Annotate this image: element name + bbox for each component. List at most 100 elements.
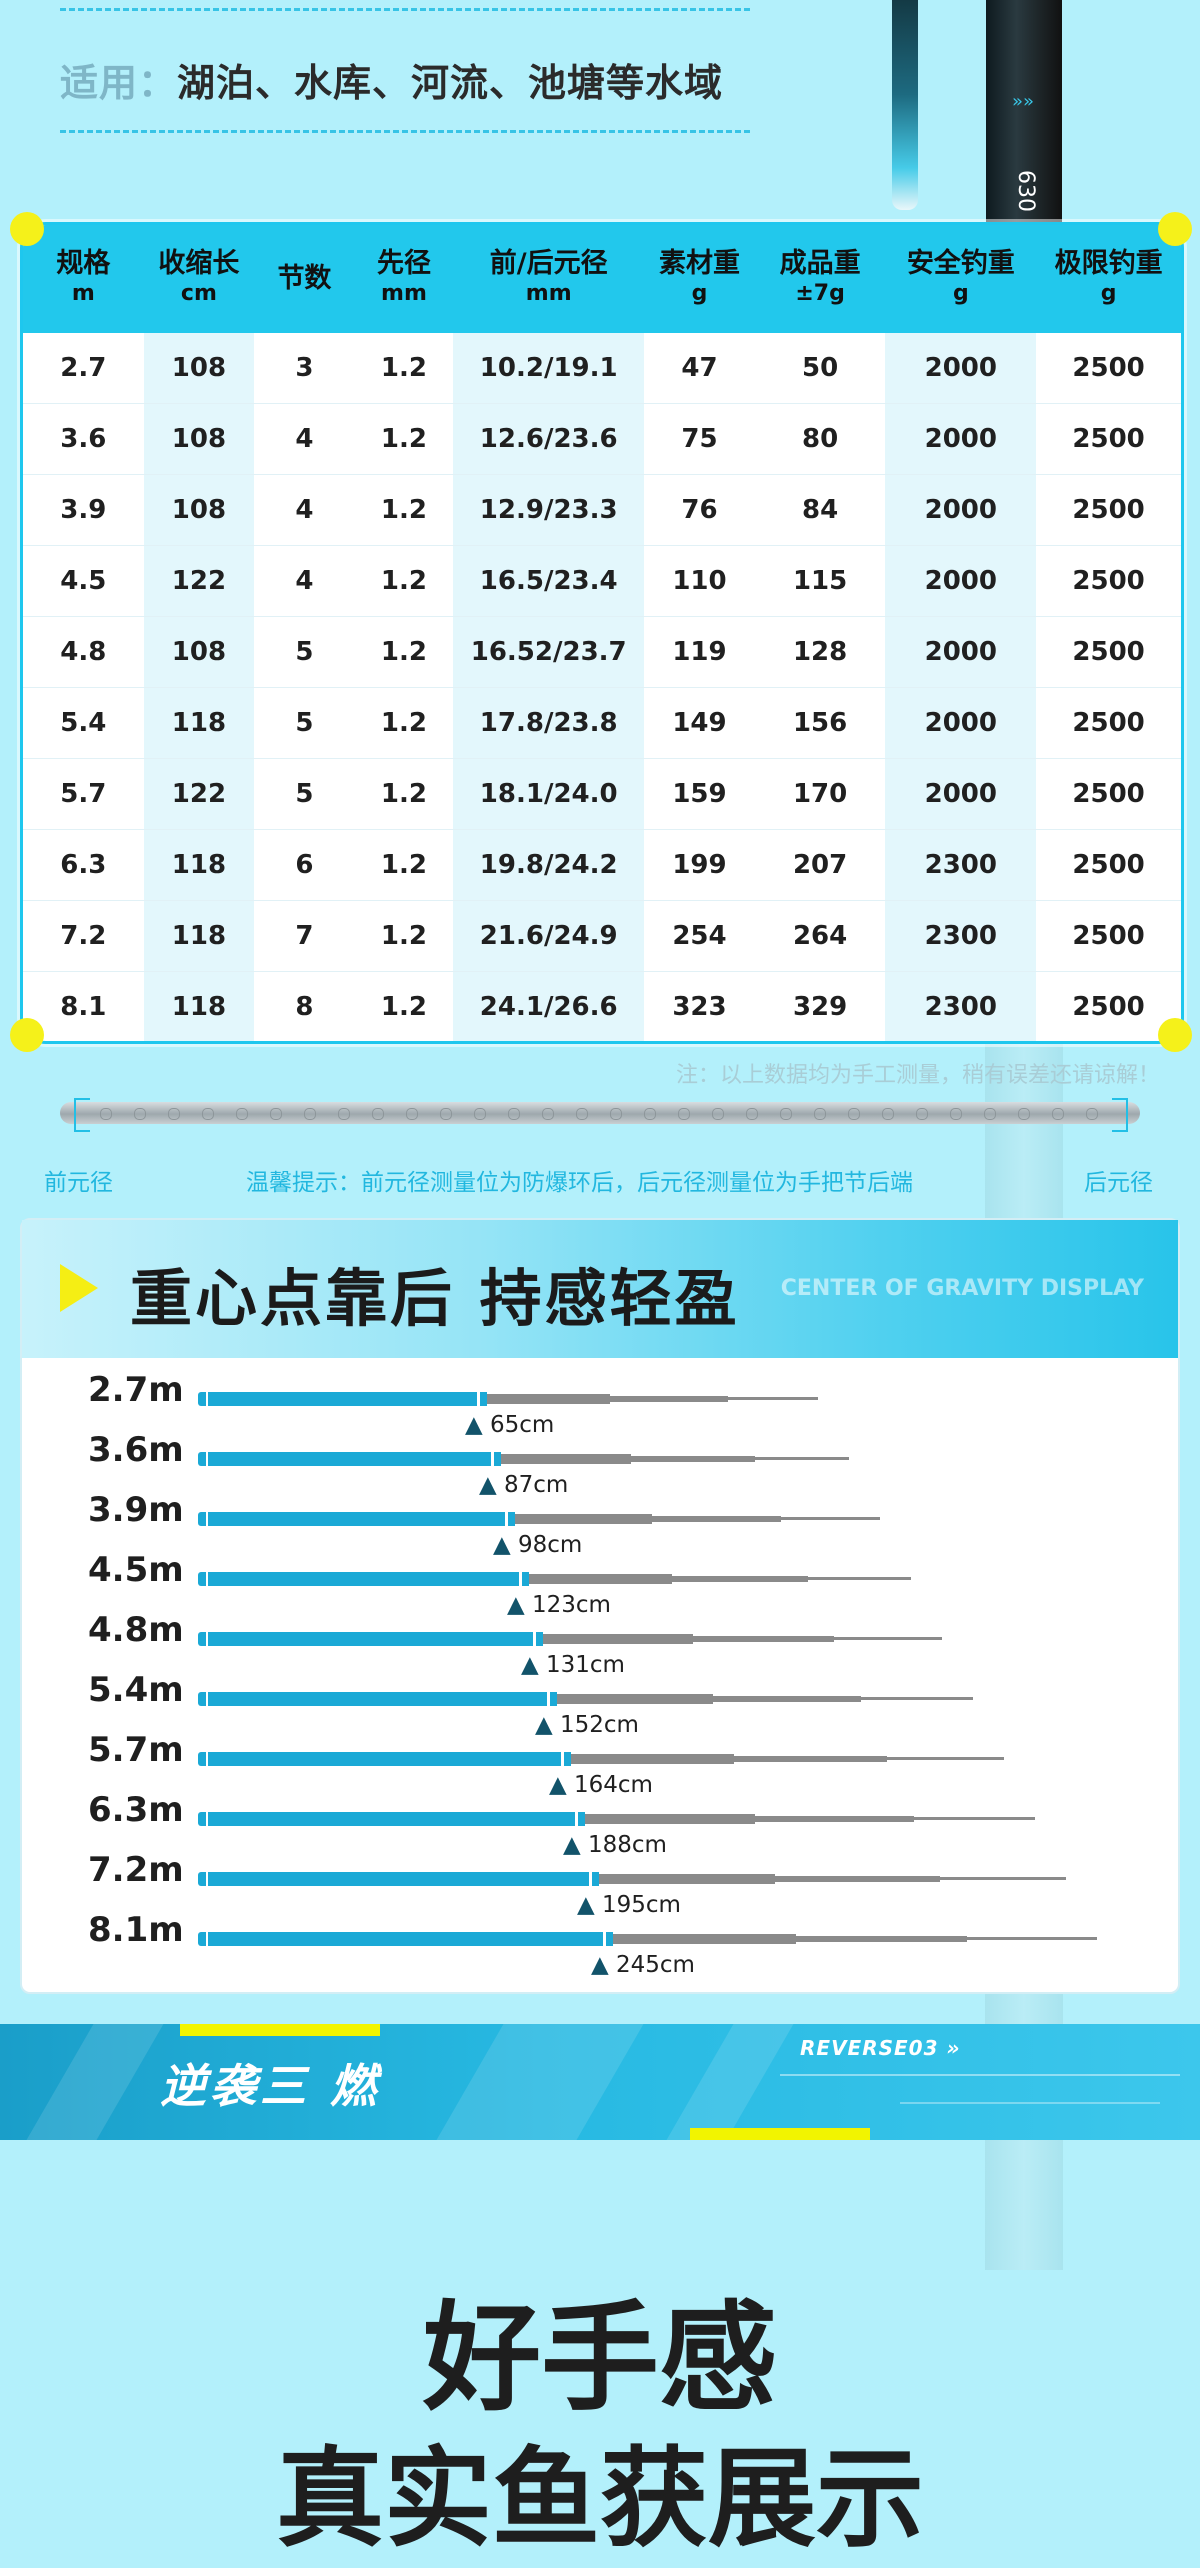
table-cell: 1.2 <box>380 992 427 1022</box>
table-cell: 3.9 <box>23 474 144 546</box>
headline-secondary: 真实鱼获展示 <box>275 2437 924 2562</box>
rod-length-label: 5.7m <box>88 1730 184 1770</box>
gravity-point-mark <box>505 1510 508 1528</box>
table-cell: 12.9/23.3 <box>453 474 645 546</box>
rod-tip-segment <box>713 1696 861 1702</box>
measurement-note: 注：以上数据均为手工测量，稍有误差还请谅解！ <box>675 1063 1160 1088</box>
rod-tip-image <box>892 0 918 210</box>
rod-segment-mark <box>1086 1108 1098 1120</box>
rod-diagram <box>60 1102 1140 1124</box>
gravity-point-mark <box>561 1750 564 1768</box>
gravity-row: 4.5m ▲ 123cm <box>22 1550 1178 1618</box>
table-cell: 329 <box>792 992 848 1022</box>
triangle-up-icon: ▲ <box>479 1472 504 1498</box>
table-row: 7.2 118 7 1.2 21.6/24.9 254 264 2300 2500 <box>23 900 1181 972</box>
rod-segment-mark <box>304 1108 316 1120</box>
table-cell: 1.2 <box>354 900 454 972</box>
table-cell: 2500 <box>1036 616 1181 688</box>
table-cell: 3 <box>254 333 355 404</box>
gravity-point-label: ▲ 131cm <box>521 1652 625 1678</box>
table-cell: 24.1/26.6 <box>453 971 645 1041</box>
rod-length-label: 8.1m <box>88 1910 184 1950</box>
table-cell: 118 <box>143 829 255 901</box>
table-cell: 76 <box>644 474 755 546</box>
gravity-point-label: ▲ 87cm <box>479 1472 568 1498</box>
gravity-point-mark <box>519 1570 522 1588</box>
gravity-point-mark <box>603 1930 606 1948</box>
rod-segment-mark <box>746 1108 758 1120</box>
table-cell: 2500 <box>1036 474 1181 546</box>
rod-tip-segment <box>692 1636 835 1642</box>
rod-segment-mark <box>202 1108 214 1120</box>
table-cell: 2000 <box>885 758 1037 830</box>
rod-segment-mark <box>848 1108 860 1120</box>
rod-tip-segment <box>529 1574 673 1584</box>
series-label: REVERSE03 » <box>800 2036 961 2060</box>
rod-segment-mark <box>406 1108 418 1120</box>
column-header-name: 收缩长 <box>158 248 240 279</box>
table-cell: 2500 <box>1036 900 1181 972</box>
table-cell: 156 <box>754 687 886 759</box>
corner-dot <box>1158 1018 1192 1052</box>
table-cell: 2300 <box>885 971 1037 1041</box>
brand-banner: 逆袭三 燃 REVERSE03 » <box>0 2024 1200 2140</box>
applicable-text: 湖泊、水库、河流、池塘等水域 <box>177 61 724 105</box>
table-cell: 12.6/23.6 <box>453 403 645 475</box>
rod-length-label: 7.2m <box>88 1850 184 1890</box>
gravity-row: 3.6m ▲ 87cm <box>22 1430 1178 1498</box>
rod-length-label: 4.5m <box>88 1550 184 1590</box>
column-header-name: 先径 <box>376 248 431 279</box>
rod-tip-segment <box>515 1514 652 1524</box>
banner-accent <box>180 2024 380 2036</box>
gravity-point-mark <box>491 1450 494 1468</box>
table-cell: 199 <box>644 829 755 901</box>
rod-butt-segment <box>198 1692 557 1706</box>
rod-tip-segment <box>543 1634 693 1644</box>
table-cell: 1.2 <box>354 616 454 688</box>
rod-segment-mark <box>1052 1108 1064 1120</box>
table-cell: 18.1/24.0 <box>453 758 645 830</box>
table-cell: 19.8/24.2 <box>453 829 645 901</box>
rod-tip-segment <box>775 1876 941 1882</box>
table-cell: 149 <box>644 687 755 759</box>
table-cell: 128 <box>754 616 886 688</box>
table-cell: 254 <box>644 900 755 972</box>
applicable-label: 适用： <box>60 61 178 105</box>
banner-stripe <box>666 2024 794 2140</box>
rod-length-label: 3.9m <box>88 1490 184 1530</box>
triangle-up-icon: ▲ <box>507 1592 532 1618</box>
rod-butt-segment <box>198 1932 613 1946</box>
table-cell: 108 <box>143 474 255 546</box>
table-cell: 8.1 <box>60 992 107 1022</box>
rod-tip-segment <box>672 1576 808 1582</box>
rod-length-label: 4.8m <box>88 1610 184 1650</box>
table-cell: 2500 <box>1036 333 1181 404</box>
gravity-point-mark <box>589 1870 592 1888</box>
triangle-up-icon: ▲ <box>563 1832 588 1858</box>
table-cell: 2000 <box>885 474 1037 546</box>
rod-tip-segment <box>651 1516 782 1522</box>
column-header-name: 素材重 <box>658 248 740 279</box>
column-header-unit: m <box>71 281 95 306</box>
table-row: 5.4 118 5 1.2 17.8/23.8 149 156 2000 2500 <box>23 687 1181 759</box>
table-cell: 21.6/24.9 <box>453 900 645 972</box>
spec-table: 规格 m 收缩长 cm 节数 先径 mm 前/后元径 mm 素材重 g 成品重 ±7g 安全钓重 g 极限钓重… <box>23 225 1181 1041</box>
gravity-point-value: 65cm <box>490 1412 555 1438</box>
table-cell: 108 <box>143 403 255 475</box>
gravity-point-label: ▲ 245cm <box>591 1952 695 1978</box>
table-cell: 118 <box>143 687 255 759</box>
table-cell: 2000 <box>885 687 1037 759</box>
gravity-row: 7.2m ▲ 195cm <box>22 1850 1178 1918</box>
gravity-point-value: 152cm <box>560 1712 639 1738</box>
rod-tip-segment <box>630 1456 755 1462</box>
column-header-unit: g <box>952 281 969 306</box>
gravity-row: 2.7m ▲ 65cm <box>22 1370 1178 1438</box>
table-cell: 10.2/19.1 <box>453 333 645 404</box>
table-cell: 5.4 <box>23 687 144 759</box>
rod-tip-segment <box>585 1814 755 1824</box>
column-header-unit: mm <box>381 281 427 306</box>
table-cell: 2000 <box>885 545 1037 617</box>
triangle-up-icon: ▲ <box>493 1532 518 1558</box>
column-header-name: 极限钓重 <box>1054 248 1163 279</box>
table-cell: 118 <box>143 900 255 972</box>
